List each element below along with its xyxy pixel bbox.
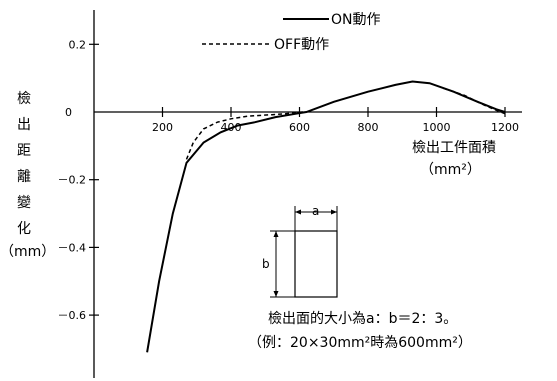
series-group bbox=[146, 80, 506, 353]
arrow-down-icon bbox=[273, 291, 279, 297]
y-axis-label: 檢 出 距 離 變 化 （mm） bbox=[0, 90, 55, 260]
y-label-char: 離 bbox=[17, 168, 31, 185]
x-tick-label: 1000 bbox=[423, 121, 451, 134]
x-tick-label: 1200 bbox=[491, 121, 519, 134]
x-tick-label: 200 bbox=[152, 121, 173, 134]
x-axis-label: 檢出工件面積 bbox=[412, 139, 496, 156]
y-label-char: 化 bbox=[17, 221, 31, 237]
note-ratio: 檢出面的大小為a：b＝2：3。 bbox=[268, 310, 457, 327]
x-axis-unit: （mm²） bbox=[420, 162, 481, 178]
legend: ON動作 OFF動作 bbox=[202, 12, 381, 53]
arrow-left-icon bbox=[295, 209, 301, 215]
arrow-up-icon bbox=[273, 231, 279, 237]
y-label-char: 距 bbox=[17, 143, 31, 159]
size-inset: a b bbox=[262, 204, 338, 298]
x-tick-label: 800 bbox=[358, 121, 379, 134]
legend-label-on: ON動作 bbox=[331, 12, 381, 28]
y-axis-unit: （mm） bbox=[0, 244, 55, 260]
detection-area-rect bbox=[294, 230, 338, 298]
y-tick-label: －0.4 bbox=[58, 241, 87, 254]
note-example: （例：20×30mm²時為600mm²） bbox=[248, 335, 472, 351]
arrow-right-icon bbox=[331, 209, 337, 215]
height-label: b bbox=[262, 257, 270, 271]
width-label: a bbox=[312, 204, 319, 218]
y-tick-label: －0.6 bbox=[58, 309, 87, 322]
y-label-char: 變 bbox=[17, 195, 31, 211]
y-label-char: 檢 bbox=[17, 90, 31, 107]
legend-label-off: OFF動作 bbox=[274, 37, 329, 53]
y-tick-label: 0 bbox=[65, 106, 72, 119]
series-line-off bbox=[185, 87, 506, 160]
y-label-char: 出 bbox=[17, 117, 31, 133]
y-tick-label: －0.2 bbox=[58, 174, 87, 187]
y-tick-label: 0.2 bbox=[69, 38, 87, 51]
x-tick-label: 600 bbox=[289, 121, 310, 134]
